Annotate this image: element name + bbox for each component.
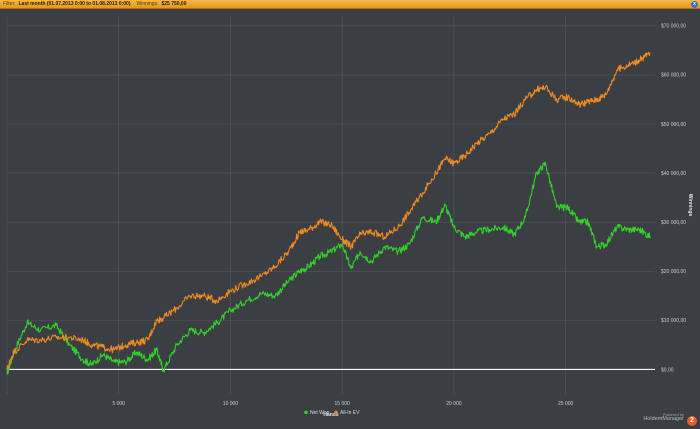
filter-period: Last month (01.07.2013 0:00 to 01.08.201… bbox=[18, 1, 131, 7]
chart-series bbox=[6, 51, 651, 375]
product-name: HoldemManager bbox=[643, 416, 684, 422]
powered-by: Powered by HoldemManager bbox=[643, 412, 684, 422]
filter-label: Filter: bbox=[3, 1, 16, 7]
y-tick-label: $40 000,00 bbox=[661, 171, 686, 177]
chart-ticks: 5 000 10 000 15 000 20 000 25 000 $0,00 $10 00… bbox=[112, 24, 686, 407]
y-tick-label: $20 000,00 bbox=[661, 269, 686, 275]
legend-marker-icon bbox=[304, 410, 308, 415]
x-tick-label: 20 000 bbox=[446, 401, 462, 407]
legend-label: All-In EV bbox=[340, 410, 360, 416]
y-tick-label: $70 000,00 bbox=[661, 24, 686, 30]
y-tick-label: $30 000,00 bbox=[661, 220, 686, 226]
legend-allin-ev[interactable]: All-In EV bbox=[334, 410, 360, 416]
chart-legend[interactable]: Net Won All-In EV bbox=[304, 410, 360, 416]
x-tick-label: 10 000 bbox=[223, 401, 239, 407]
net-won-line bbox=[6, 161, 651, 375]
winnings-chart: 5 000 10 000 15 000 20 000 25 000 $0,00 $10 00… bbox=[6, 16, 693, 418]
y-tick-label: $60 000,00 bbox=[661, 73, 686, 79]
legend-marker-icon bbox=[334, 410, 338, 415]
close-icon[interactable]: x bbox=[691, 1, 698, 8]
y-tick-label: $10 000,00 bbox=[661, 318, 686, 324]
winnings-label: Winnings: bbox=[136, 1, 159, 7]
y-tick-label: $0,00 bbox=[661, 367, 674, 373]
allin-ev-line bbox=[6, 51, 651, 370]
holdemmanager-logo-icon: 2 bbox=[687, 416, 697, 426]
y-axis-title: Winnings bbox=[687, 194, 693, 217]
x-axis-title: Hands bbox=[323, 412, 339, 418]
x-tick-label: 5 000 bbox=[112, 401, 125, 407]
winnings-value: $25 750,00 bbox=[161, 1, 187, 7]
y-tick-label: $50 000,00 bbox=[661, 122, 686, 128]
x-tick-label: 25 000 bbox=[558, 401, 574, 407]
legend-net-won[interactable]: Net Won bbox=[304, 410, 330, 416]
chart-grid bbox=[6, 16, 655, 394]
powered-by-label: Powered by bbox=[662, 412, 684, 417]
filter-bar[interactable]: Filter: Last month (01.07.2013 0:00 to 01… bbox=[0, 0, 700, 9]
legend-label: Net Won bbox=[310, 410, 330, 416]
x-tick-label: 15 000 bbox=[335, 401, 351, 407]
